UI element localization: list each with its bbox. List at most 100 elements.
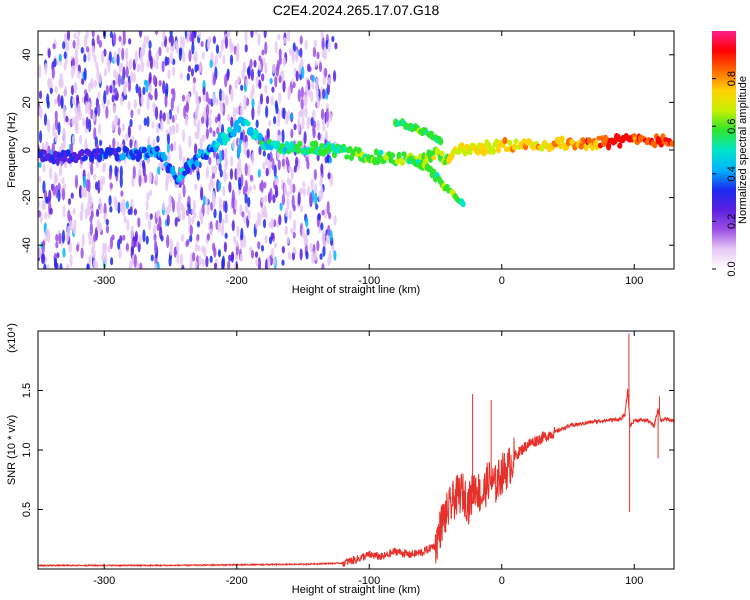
spectrogram-noise-speck xyxy=(327,224,331,236)
spectrogram-ridge-point xyxy=(617,142,623,149)
spectrogram-noise-speck xyxy=(116,53,120,67)
spectrogram-noise-speck xyxy=(146,35,150,44)
spectrogram-noise-speck xyxy=(96,34,100,45)
spectrogram-noise-speck xyxy=(314,249,318,261)
spectrogram-noise-speck xyxy=(333,250,337,261)
spectrogram-noise-speck xyxy=(127,100,131,111)
spectrogram-noise-speck xyxy=(107,60,111,74)
spectrogram-ridge-point xyxy=(133,149,139,155)
spectrogram-noise-speck xyxy=(127,125,131,139)
spectrogram-noise-speck xyxy=(322,125,326,132)
spectrogram-noise-speck xyxy=(251,152,255,165)
spectrogram-noise-speck xyxy=(81,186,85,198)
spectrogram-noise-speck xyxy=(119,62,124,72)
spectrogram-noise-speck xyxy=(254,251,259,258)
spectrogram-noise-speck xyxy=(179,35,184,47)
spectrogram-noise-speck xyxy=(268,236,273,245)
spectrogram-noise-speck xyxy=(230,87,234,102)
spectrogram-noise-speck xyxy=(171,44,175,52)
spectrogram-noise-speck xyxy=(234,79,238,90)
spectrogram-noise-speck xyxy=(242,234,247,249)
spectrogram-noise-speck xyxy=(59,263,63,269)
spectrogram-noise-speck xyxy=(322,246,326,257)
spectrogram-noise-speck xyxy=(309,242,313,253)
spectrogram-noise-speck xyxy=(57,182,61,193)
spectrogram-noise-speck xyxy=(103,212,107,223)
spectrogram-ridge-point xyxy=(439,150,445,157)
spectrogram-noise-speck xyxy=(168,125,173,136)
spectrogram-noise-speck xyxy=(304,93,308,107)
spectrogram-noise-speck xyxy=(265,105,269,118)
spectrogram-noise-speck xyxy=(173,246,177,258)
spectrogram-noise-speck xyxy=(139,262,143,269)
spectrogram-noise-speck xyxy=(245,97,250,107)
x-tick-label: -100 xyxy=(358,275,380,287)
spectrogram-ridge-point xyxy=(490,147,497,155)
spectrogram-noise-speck xyxy=(264,84,268,94)
spectrogram-noise-speck xyxy=(54,85,58,94)
spectrogram-noise-speck xyxy=(93,173,97,181)
spectrogram-noise-speck xyxy=(168,256,172,267)
spectrogram-noise-speck xyxy=(71,134,76,145)
spectrogram-noise-speck xyxy=(108,171,112,180)
spectrogram-noise-speck xyxy=(114,199,118,211)
spectrogram-noise-speck xyxy=(324,67,328,78)
spectrogram-noise-speck xyxy=(274,178,278,186)
spectrogram-x-ticks: -300 -200 -100 0 100 xyxy=(93,31,643,287)
spectrogram-noise-speck xyxy=(106,99,110,106)
spectrogram-noise-speck xyxy=(129,138,133,149)
spectrogram-noise-speck xyxy=(287,251,292,260)
spectrogram-noise-speck xyxy=(144,173,148,184)
spectrogram-ridge-point xyxy=(482,147,489,155)
spectrogram-noise-speck xyxy=(187,214,192,227)
spectrogram-ridge-point xyxy=(284,141,290,148)
spectrogram-noise-speck xyxy=(255,119,259,129)
spectrogram-noise-speck xyxy=(185,100,190,114)
spectrogram-y-ticks: -40 -20 0 20 40 xyxy=(21,49,674,253)
spectrogram-noise-speck xyxy=(216,127,220,135)
spectrogram-noise-speck xyxy=(119,95,124,106)
x-tick-label: -300 xyxy=(93,575,115,587)
spectrogram-ridge-point xyxy=(297,140,303,148)
spectrogram-noise-speck xyxy=(38,246,41,258)
spectrogram-ridge-point xyxy=(550,145,556,151)
spectrogram-noise-speck xyxy=(189,261,193,269)
spectrogram-noise-speck xyxy=(222,55,226,65)
spectrogram-noise-speck xyxy=(122,31,126,38)
spectrogram-noise-speck xyxy=(92,259,97,268)
spectrogram-noise-speck xyxy=(218,150,223,164)
spectrogram-noise-speck xyxy=(149,213,153,220)
spectrogram-noise-speck xyxy=(81,78,85,86)
spectrogram-noise-speck xyxy=(61,188,66,201)
spectrogram-noise-speck xyxy=(272,257,276,266)
spectrogram-noise-speck xyxy=(63,33,68,43)
spectrogram-noise-speck xyxy=(313,39,318,48)
spectrogram-noise-speck xyxy=(228,254,232,262)
spectrogram-noise-speck xyxy=(127,208,131,216)
spectrogram-ridge-point xyxy=(460,200,466,208)
spectrogram-noise-speck xyxy=(148,218,152,231)
spectrogram-noise-speck xyxy=(154,87,158,101)
spectrogram-noise-speck xyxy=(274,184,279,198)
spectrogram-noise-speck xyxy=(75,94,80,102)
spectrogram-noise-speck xyxy=(117,239,121,250)
spectrogram-noise-speck xyxy=(49,87,53,94)
spectrogram-noise-speck xyxy=(179,72,183,80)
spectrogram-noise-speck xyxy=(148,83,153,94)
spectrogram-noise-speck xyxy=(193,117,197,127)
spectrogram-noise-speck xyxy=(224,94,228,105)
spectrogram-noise-speck xyxy=(153,263,158,269)
spectrogram-noise-speck xyxy=(297,88,301,103)
spectrogram-noise-speck xyxy=(228,37,232,48)
spectrogram-noise-speck xyxy=(292,183,296,194)
spectrogram-noise-speck xyxy=(201,51,205,60)
spectrogram-noise-speck xyxy=(84,138,88,152)
spectrogram-noise-speck xyxy=(77,31,81,37)
spectrogram-noise-speck xyxy=(145,235,149,245)
spectrogram-noise-speck xyxy=(64,161,68,169)
spectrogram-noise-speck xyxy=(59,72,63,86)
spectrogram-noise-speck xyxy=(188,135,192,149)
spectrogram-noise-speck xyxy=(90,77,94,89)
spectrogram-noise-speck xyxy=(265,167,269,177)
